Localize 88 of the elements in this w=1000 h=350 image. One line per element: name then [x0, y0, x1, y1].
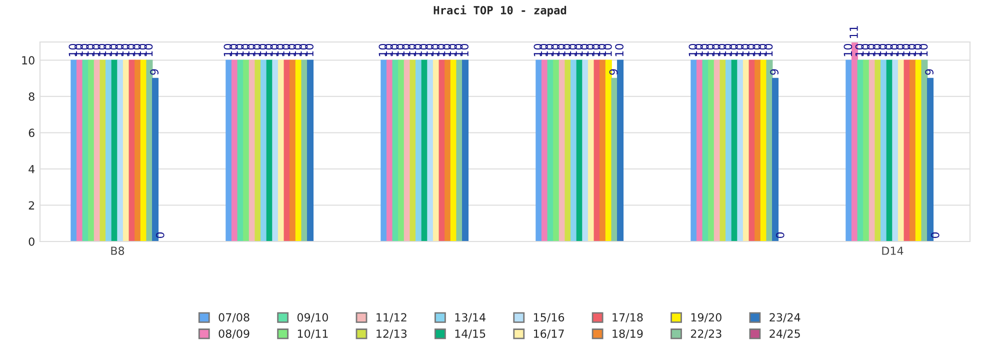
legend-label: 11/12 [376, 313, 406, 322]
bar [898, 60, 904, 242]
bar [754, 60, 762, 242]
bar [910, 60, 916, 242]
bar [462, 60, 469, 242]
data-label: 0 [156, 232, 164, 238]
y-tick-label: 2 [28, 201, 34, 210]
legend-label: 08/09 [218, 329, 250, 339]
bar [226, 60, 232, 242]
bar [553, 60, 560, 242]
bar [231, 60, 238, 242]
x-tick-label: B8 [111, 246, 124, 255]
bar [117, 60, 124, 242]
y-tick-label: 4 [28, 165, 35, 174]
y-tick-label: 6 [28, 128, 34, 138]
bar [427, 60, 434, 242]
bar [106, 60, 112, 242]
legend-label: 22/23 [690, 329, 722, 339]
bar [588, 60, 594, 242]
legend-label: 14/15 [455, 330, 486, 339]
bar [260, 60, 268, 242]
bar [696, 60, 703, 242]
bar [122, 60, 130, 242]
legend-label: 24/25 [770, 329, 800, 339]
bar [70, 60, 78, 242]
bar [380, 60, 388, 242]
bar [456, 60, 463, 242]
bar [432, 60, 440, 242]
legend-label: 16/17 [534, 329, 564, 339]
bar [690, 60, 698, 242]
bar [617, 60, 624, 242]
bar [134, 60, 142, 242]
bar [243, 60, 250, 242]
bar [307, 60, 314, 242]
legend-label: 17/18 [612, 313, 643, 322]
bar [386, 60, 393, 242]
bar [301, 60, 308, 242]
bar [880, 60, 888, 242]
bar [272, 60, 279, 242]
legend-label: 15/16 [534, 313, 564, 322]
legend-label: 07/08 [218, 313, 250, 322]
chart-title: Hraci TOP 10 - zapad [434, 5, 566, 17]
data-label: 9 [150, 69, 159, 75]
bar [398, 60, 405, 242]
bar [611, 78, 618, 242]
bar [278, 60, 284, 242]
data-label: 0 [776, 232, 784, 238]
data-label: 9 [609, 69, 618, 75]
legend-label: 18/19 [612, 329, 643, 339]
bar [874, 60, 882, 242]
bar [892, 60, 899, 242]
bar [600, 60, 606, 242]
y-tick-label: 8 [28, 92, 34, 101]
legend-label: 13/14 [455, 313, 486, 322]
data-label: 11 [850, 26, 858, 38]
data-label: 9 [925, 69, 934, 75]
bar [564, 60, 572, 242]
bar [444, 60, 452, 242]
bar [742, 60, 750, 242]
x-tick-label: D14 [882, 246, 904, 255]
y-tick-label: 10 [22, 56, 34, 65]
bar [720, 60, 726, 242]
bar [76, 60, 83, 242]
bar [863, 60, 870, 242]
bar [290, 60, 296, 242]
bar [254, 60, 262, 242]
bar [88, 60, 95, 242]
legend-label: 19/20 [691, 313, 722, 322]
data-label: 9 [770, 69, 779, 75]
bar [536, 60, 542, 242]
bar [416, 60, 422, 242]
bar [541, 60, 548, 242]
legend-label: 23/24 [770, 313, 800, 322]
data-label: 0 [930, 232, 940, 238]
bar [570, 60, 578, 242]
legend-label: 12/13 [376, 329, 407, 339]
data-label: 10 [615, 44, 624, 56]
legend-label: 09/10 [297, 313, 328, 322]
legend-label: 10/11 [298, 329, 328, 339]
data-label: 10 [844, 44, 852, 56]
bar [582, 60, 589, 242]
bar [846, 60, 852, 242]
bar [410, 60, 416, 242]
y-tick-label: 0 [28, 237, 34, 246]
bar [708, 60, 715, 242]
bar [726, 60, 732, 242]
bar [100, 60, 106, 242]
bar [737, 60, 744, 242]
